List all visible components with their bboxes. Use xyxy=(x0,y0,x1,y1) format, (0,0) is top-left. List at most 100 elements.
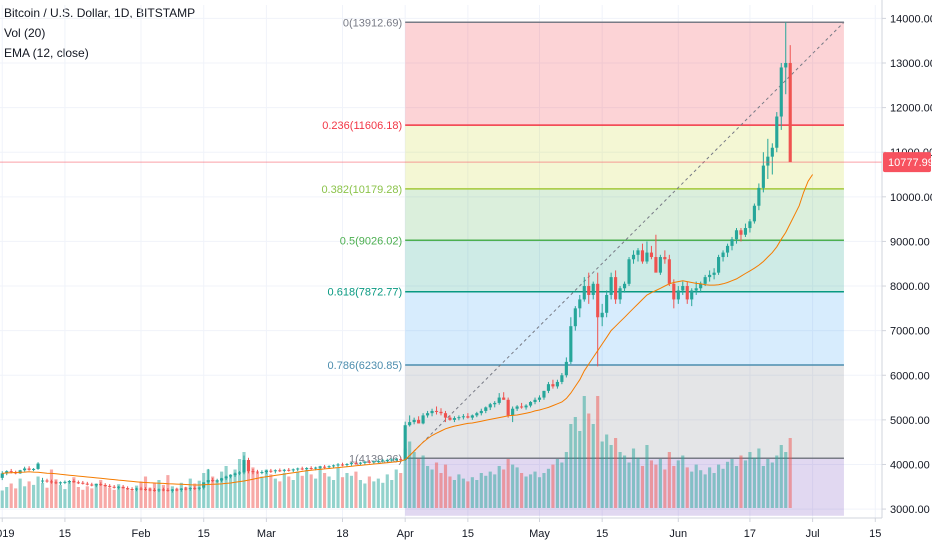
candle-body xyxy=(676,290,680,300)
candle-body xyxy=(739,230,743,235)
volume-bar xyxy=(117,484,121,508)
candle-body xyxy=(721,252,725,258)
candle-body xyxy=(493,402,497,405)
candle-body xyxy=(748,221,752,229)
volume-bar xyxy=(658,459,662,508)
fib-level-label: 0.5(9026.02) xyxy=(340,235,402,247)
candle-body xyxy=(537,397,542,400)
candle-body xyxy=(434,410,439,412)
price-axis[interactable]: 3000.00 4000.00 5000.00 6000.00 7000.00 8000.… xyxy=(881,0,932,550)
candle-body xyxy=(779,67,783,117)
volume-bar xyxy=(739,455,743,508)
chart-legend: Bitcoin / U.S. Dollar, 1D, BITSTAMP Vol … xyxy=(4,3,195,63)
volume-bar xyxy=(5,487,9,508)
volume-bar xyxy=(542,473,546,508)
volume-bar xyxy=(506,459,510,508)
current-price-label: 10777.99 xyxy=(883,152,932,173)
candle-body xyxy=(587,286,591,295)
trend-line[interactable] xyxy=(404,21,845,461)
candle-body xyxy=(470,415,474,418)
price-tick-label: 9000.00 xyxy=(890,236,930,248)
volume-bar xyxy=(358,480,362,508)
volume-bar xyxy=(475,480,479,508)
time-axis[interactable]: 2019 15 Feb 15 Mar 18 Apr 15 May 15 Jun 17 Jul 15 xyxy=(0,517,932,550)
candle-body xyxy=(475,413,479,416)
candle-body xyxy=(349,463,354,465)
volume-bar xyxy=(717,464,721,508)
time-tick-label: Feb xyxy=(132,528,151,540)
candle-body xyxy=(654,257,658,273)
fib-zone xyxy=(405,364,844,459)
volume-bar xyxy=(546,468,551,508)
legend-symbol[interactable]: Bitcoin / U.S. Dollar, 1D, BITSTAMP xyxy=(4,6,196,20)
price-tick-label: 13000.00 xyxy=(890,58,932,70)
legend-ema-indicator[interactable]: EMA (12, close) xyxy=(4,46,89,60)
candle-body xyxy=(278,470,282,472)
candle-body xyxy=(260,472,264,474)
candle-body xyxy=(126,488,130,490)
volume-bar xyxy=(282,473,286,508)
time-tick-label: 15 xyxy=(869,528,881,540)
price-tick-label: 3000.00 xyxy=(890,504,930,516)
volume-bar xyxy=(184,487,188,508)
volume-bar xyxy=(569,424,573,508)
candle-body xyxy=(220,478,224,481)
candle-body xyxy=(757,187,761,206)
candle-body xyxy=(211,480,215,482)
grid-lines xyxy=(0,5,882,518)
candle-body xyxy=(663,257,667,260)
volume-bar xyxy=(573,417,577,508)
volume-bar xyxy=(323,473,327,508)
candle-body xyxy=(331,465,336,467)
candle-body xyxy=(296,468,300,470)
volume-bar xyxy=(399,473,403,508)
candle-body xyxy=(117,486,121,488)
volume-bar xyxy=(9,483,13,508)
time-axis-background xyxy=(0,518,932,550)
candle-body xyxy=(703,277,707,284)
candle-body xyxy=(533,399,537,403)
candle-body xyxy=(314,467,318,469)
candle-body xyxy=(448,417,452,420)
volume-bar xyxy=(721,468,725,508)
volume-bar xyxy=(502,469,506,508)
volume-bar xyxy=(152,482,157,508)
fib-zone xyxy=(405,125,844,189)
candle-body xyxy=(184,488,188,490)
volume-bar xyxy=(470,477,474,508)
candle-body xyxy=(242,460,246,473)
candle-body xyxy=(166,489,170,491)
volume-bar xyxy=(685,467,689,508)
volume-bar xyxy=(627,462,631,508)
volume-bar xyxy=(197,480,201,508)
volume-bar xyxy=(103,484,107,508)
volume-bar xyxy=(520,473,524,508)
volume-bar xyxy=(300,475,304,508)
fib-zone xyxy=(405,22,844,126)
candle-body xyxy=(555,381,559,387)
volume-bar xyxy=(278,481,282,508)
time-tick-label: Jun xyxy=(669,528,687,540)
volume-bar xyxy=(511,464,515,508)
candle-body xyxy=(134,488,139,490)
candle-body xyxy=(291,469,295,471)
candle-body xyxy=(551,384,555,387)
candle-body xyxy=(649,252,653,258)
candle-body xyxy=(627,259,631,284)
fibonacci-retracement[interactable]: 0(13912.69) 0.236(11606.18) 0.382(10179.28… xyxy=(321,17,844,516)
candle-body xyxy=(600,312,604,318)
volume-bar xyxy=(314,478,318,508)
legend-volume-indicator[interactable]: Vol (20) xyxy=(4,26,46,40)
candle-body xyxy=(497,397,501,403)
volume-bar xyxy=(600,441,604,508)
volume-bar xyxy=(564,452,568,508)
candle-body xyxy=(63,481,67,483)
candle-body xyxy=(224,476,228,479)
candle-body xyxy=(784,62,788,68)
volume-bar xyxy=(752,457,756,508)
candle-body xyxy=(439,411,443,414)
price-tick-label: 12000.00 xyxy=(890,103,932,115)
candle-body xyxy=(466,416,470,418)
candle-body xyxy=(770,147,774,157)
